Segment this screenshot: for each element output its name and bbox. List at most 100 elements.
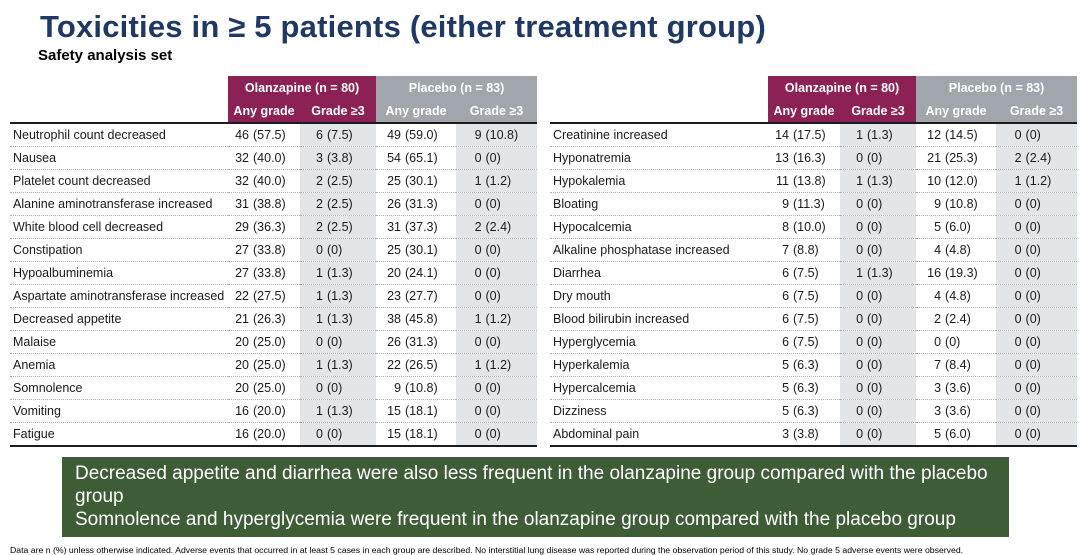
table-row: Constipation 27 (33.8) 0 (0) 25 (30.1) 0 (0) [10,238,538,262]
value-cell: 8 (10.0) [768,215,841,239]
adverse-event-label: Nausea [10,146,228,170]
table-row: Creatinine increased 14 (17.5) 1 (1.3) 12 (14.… [550,122,1078,147]
value-cell: 0 (0) [996,284,1078,308]
value-cell: 29 (36.3) [228,215,300,239]
value-cell: 0 (0) [300,238,377,262]
value-cell: 0 (0) [456,146,538,170]
adverse-event-label: Somnolence [10,376,228,400]
value-cell: 0 (0) [456,330,538,354]
table-row: Hypokalemia 11 (13.8) 1 (1.3) 10 (12.0) 1 (1.2) [550,169,1078,193]
any-grade-header: Any grade [228,100,300,124]
table-row: Malaise 20 (25.0) 0 (0) 26 (31.3) 0 (0) [10,330,538,354]
value-cell: 1 (1.2) [456,307,538,331]
value-cell: 1 (1.3) [300,399,377,423]
value-cell: 1 (1.3) [840,122,917,147]
olanzapine-group-header: Olanzapine (n = 80) [228,75,377,101]
value-cell: 3 (3.8) [300,146,377,170]
value-cell: 4 (4.8) [916,284,997,308]
blank-header [10,76,228,101]
grade-ge3-header: Grade ≥3 [840,100,917,124]
value-cell: 0 (0) [840,330,917,354]
value-cell: 49 (59.0) [376,122,457,147]
table-row: White blood cell decreased 29 (36.3) 2 (2.5)… [10,215,538,239]
value-cell: 0 (0) [840,146,917,170]
tables-row: Olanzapine (n = 80) Placebo (n = 83) Any… [10,75,1080,447]
value-cell: 6 (7.5) [300,122,377,147]
value-cell: 0 (0) [456,399,538,423]
value-cell: 0 (0) [996,330,1078,354]
value-cell: 16 (20.0) [228,422,300,447]
value-cell: 2 (2.4) [456,215,538,239]
adverse-event-label: Dizziness [550,399,769,423]
value-cell: 20 (25.0) [228,330,300,354]
slide: Toxicities in ≥ 5 patients (either treat… [0,9,1080,555]
table-row: Hyponatremia 13 (16.3) 0 (0) 21 (25.3) 2 (2.4) [550,146,1078,170]
adverse-event-label: Hyperkalemia [550,353,769,377]
value-cell: 31 (38.8) [228,192,300,216]
value-cell: 7 (8.8) [768,238,841,262]
value-cell: 0 (0) [996,422,1078,447]
value-cell: 20 (24.1) [376,261,457,285]
group-header-row: Olanzapine (n = 80) Placebo (n = 83) [10,75,538,101]
value-cell: 22 (26.5) [376,353,457,377]
table-row: Dizziness 5 (6.3) 0 (0) 3 (3.6) 0 (0) [550,399,1078,423]
value-cell: 32 (40.0) [228,169,300,193]
table-row: Alkaline phosphatase increased 7 (8.8) 0 (0)… [550,238,1078,262]
value-cell: 0 (0) [840,284,917,308]
value-cell: 5 (6.0) [916,422,997,447]
value-cell: 2 (2.4) [996,146,1078,170]
blank-header [10,100,228,124]
page-title: Toxicities in ≥ 5 patients (either treat… [40,9,766,44]
value-cell: 16 (19.3) [916,261,997,285]
adverse-event-label: Decreased appetite [10,307,228,331]
value-cell: 46 (57.5) [228,122,300,147]
value-cell: 0 (0) [300,330,377,354]
adverse-event-label: Anemia [10,353,228,377]
value-cell: 22 (27.5) [228,284,300,308]
table-row: Dry mouth 6 (7.5) 0 (0) 4 (4.8) 0 (0) [550,284,1078,308]
value-cell: 23 (27.7) [376,284,457,308]
value-cell: 10 (12.0) [916,169,997,193]
value-cell: 3 (3.6) [916,376,997,400]
value-cell: 20 (25.0) [228,376,300,400]
value-cell: 0 (0) [456,192,538,216]
table-row: Hypercalcemia 5 (6.3) 0 (0) 3 (3.6) 0 (0) [550,376,1078,400]
value-cell: 0 (0) [840,376,917,400]
placebo-group-header: Placebo (n = 83) [916,75,1078,101]
value-cell: 9 (11.3) [768,192,841,216]
value-cell: 11 (13.8) [768,169,841,193]
adverse-event-label: Constipation [10,238,228,262]
value-cell: 54 (65.1) [376,146,457,170]
value-cell: 1 (1.3) [300,284,377,308]
table-row: Diarrhea 6 (7.5) 1 (1.3) 16 (19.3) 0 (0) [550,261,1078,285]
adverse-event-label: Platelet count decreased [10,169,228,193]
value-cell: 5 (6.3) [768,376,841,400]
value-cell: 0 (0) [996,376,1078,400]
value-cell: 0 (0) [840,399,917,423]
value-cell: 0 (0) [840,238,917,262]
table-row: Decreased appetite 21 (26.3) 1 (1.3) 38 (45.8)… [10,307,538,331]
adverse-event-label: Diarrhea [550,261,769,285]
value-cell: 6 (7.5) [768,284,841,308]
adverse-event-label: Hypokalemia [550,169,769,193]
value-cell: 0 (0) [300,422,377,447]
value-cell: 0 (0) [996,238,1078,262]
adverse-event-label: Alkaline phosphatase increased [550,238,769,262]
table-row: Hyperkalemia 5 (6.3) 0 (0) 7 (8.4) 0 (0) [550,353,1078,377]
value-cell: 20 (25.0) [228,353,300,377]
value-cell: 0 (0) [996,192,1078,216]
olanzapine-group-header: Olanzapine (n = 80) [768,75,917,101]
value-cell: 0 (0) [996,399,1078,423]
value-cell: 5 (6.3) [768,399,841,423]
placebo-group-header: Placebo (n = 83) [376,75,538,101]
value-cell: 3 (3.8) [768,422,841,447]
adverse-event-label: Hypocalcemia [550,215,769,239]
value-cell: 0 (0) [300,376,377,400]
value-cell: 2 (2.4) [916,307,997,331]
table-row: Aspartate aminotransferase increased 22 (2… [10,284,538,308]
adverse-event-label: Hyponatremia [550,146,769,170]
value-cell: 12 (14.5) [916,122,997,147]
adverse-event-label: Hypercalcemia [550,376,769,400]
slide-subtitle: Safety analysis set [38,46,173,64]
adverse-event-label: Malaise [10,330,228,354]
